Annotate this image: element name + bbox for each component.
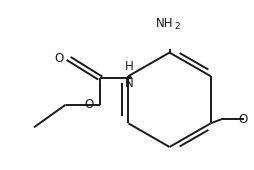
Text: O: O [54, 52, 64, 65]
Text: H: H [125, 60, 134, 73]
Text: NH: NH [156, 16, 173, 30]
Text: 2: 2 [174, 22, 180, 31]
Text: N: N [125, 77, 134, 90]
Text: O: O [238, 113, 247, 126]
Text: O: O [85, 98, 94, 111]
